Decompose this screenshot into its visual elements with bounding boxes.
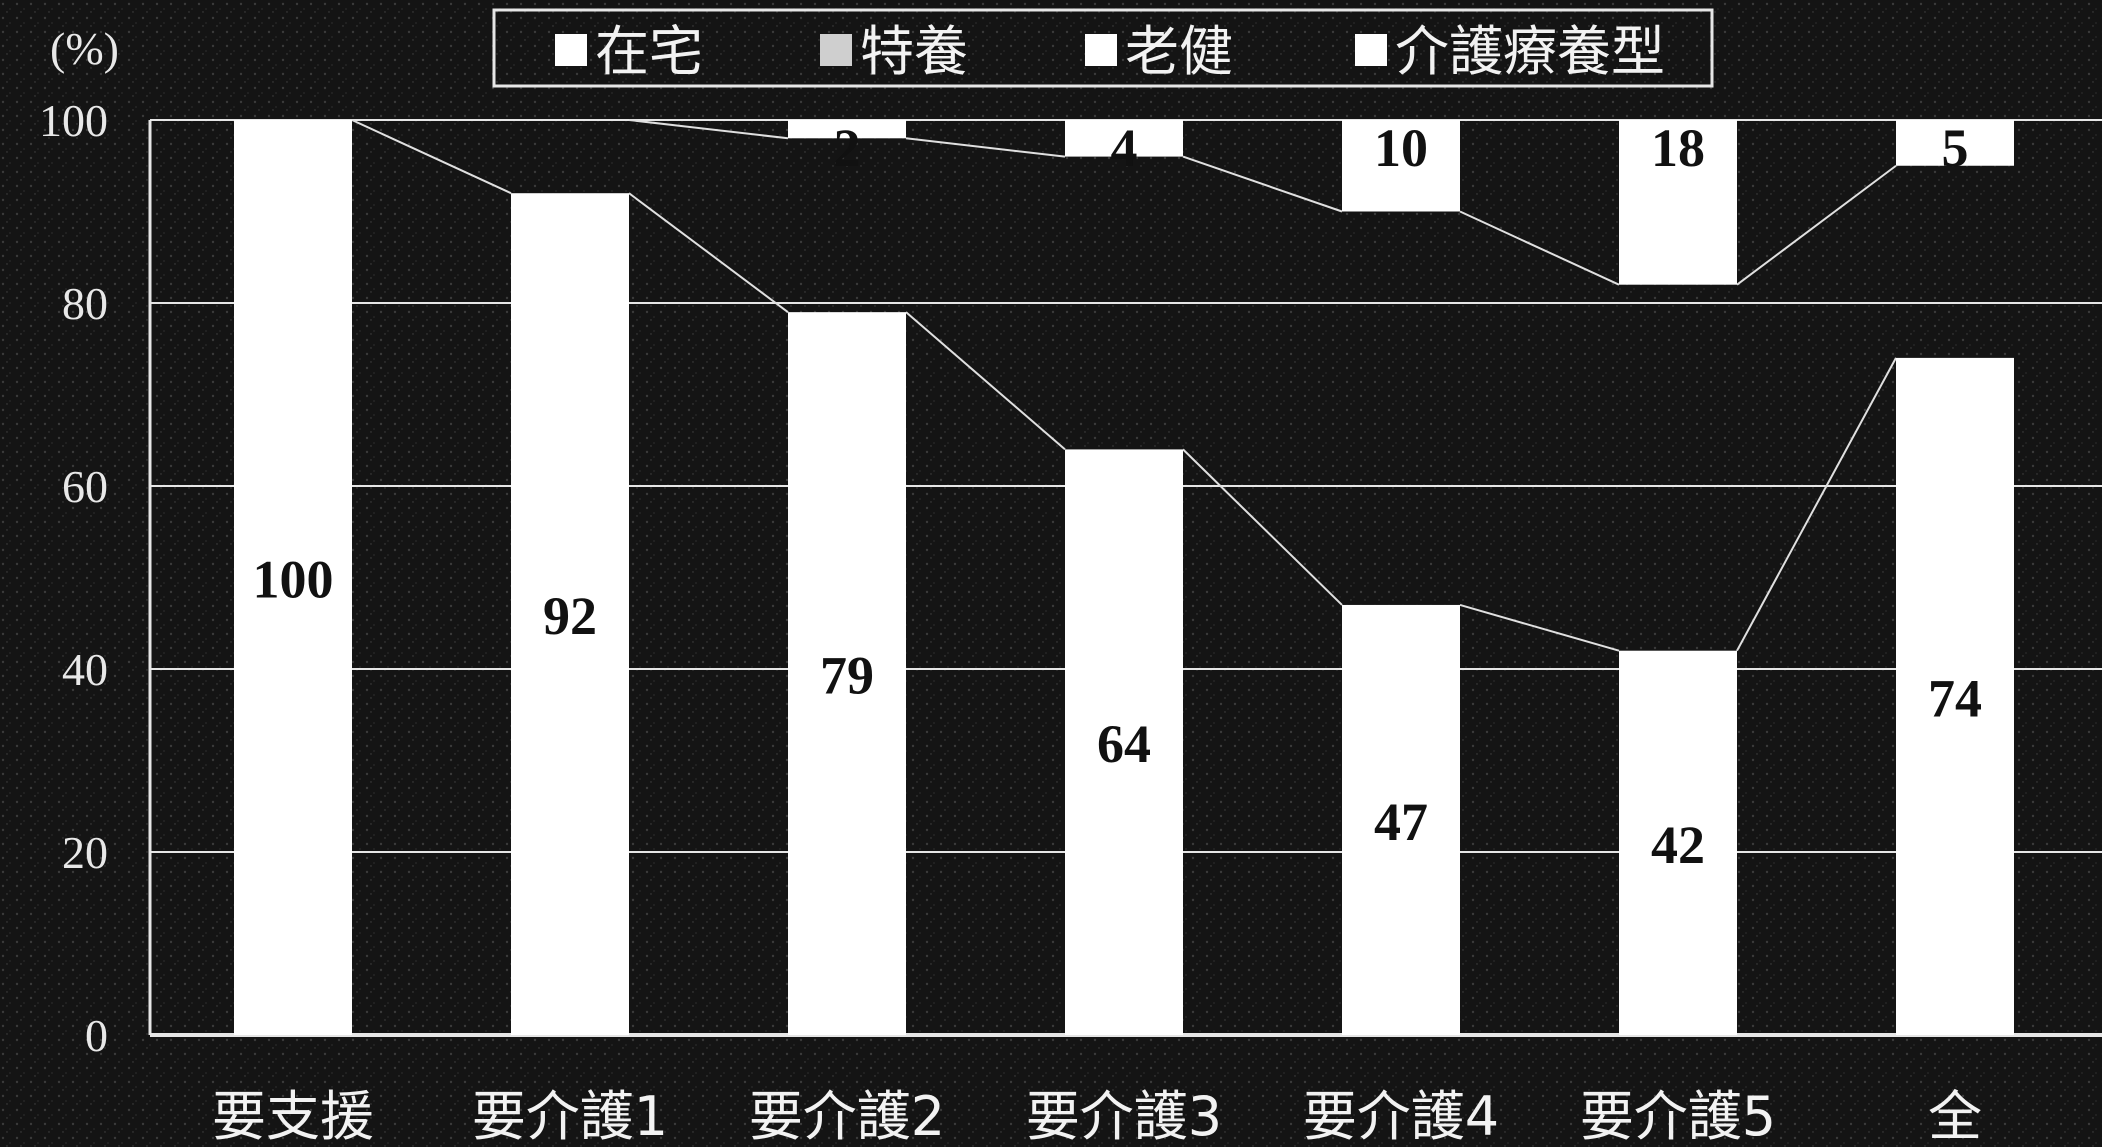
- legend-label-4: 介護療養型: [1395, 20, 1665, 83]
- connector-top-line-5: [1459, 210, 1620, 286]
- legend-swatch-2: [820, 34, 852, 66]
- legend-label-2: 特養: [860, 20, 968, 83]
- legend-swatch-1: [555, 34, 587, 66]
- y-tick-label-20: 20: [62, 827, 108, 878]
- category-label-2: 要介護1: [472, 1085, 668, 1147]
- legend-box: [492, 8, 1714, 88]
- y-tick-label-40: 40: [62, 644, 108, 695]
- bar-7: [1896, 357, 2014, 1035]
- y-axis-ticks: 0 20 40 60 80 100: [39, 95, 108, 1061]
- bar-value-label-5: 47: [1374, 792, 1428, 852]
- bars: 100 92 79 2 64 4 47 10 42 18 74 5: [234, 118, 2014, 1035]
- top-segment-label-6: 18: [1651, 118, 1705, 178]
- legend-item-1: 在宅: [555, 20, 703, 83]
- connector-line-2: [628, 192, 789, 313]
- top-segment-label-5: 10: [1374, 118, 1428, 178]
- connector-line-1: [351, 119, 512, 195]
- top-segment-label-4: 4: [1111, 118, 1138, 178]
- y-tick-label-80: 80: [62, 278, 108, 329]
- bar-value-label-7: 74: [1928, 668, 1982, 728]
- legend-item-4: 介護療養型: [1355, 20, 1665, 83]
- connector-line-6: [1736, 357, 1897, 652]
- connector-top-line-2: [628, 119, 789, 140]
- legend-item-3: 老健: [1085, 20, 1233, 83]
- bar-2: [511, 193, 629, 1035]
- category-label-3: 要介護2: [749, 1085, 945, 1147]
- legend-label-1: 在宅: [595, 20, 703, 83]
- bar-value-label-4: 64: [1097, 714, 1151, 774]
- connector-top-line-6: [1736, 164, 1897, 286]
- bar-1: [234, 120, 352, 1035]
- legend-swatch-4: [1355, 34, 1387, 66]
- category-label-1: 要支援: [212, 1085, 374, 1147]
- bar-4: [1065, 449, 1183, 1035]
- y-tick-label-60: 60: [62, 461, 108, 512]
- bar-value-label-2: 92: [543, 586, 597, 646]
- category-label-6: 要介護5: [1580, 1085, 1776, 1147]
- category-label-4: 要介護3: [1026, 1085, 1222, 1147]
- bar-5: [1342, 604, 1460, 1035]
- connector-top-line-4: [1182, 155, 1343, 213]
- top-segment-7: [1896, 120, 2014, 166]
- top-segment-label-3: 2: [834, 118, 861, 178]
- y-tick-label-0: 0: [85, 1010, 108, 1061]
- y-axis-unit-label: (%): [50, 23, 119, 74]
- bar-value-label-1: 100: [253, 550, 334, 610]
- top-segment-6: [1619, 120, 1737, 285]
- connector-line-5: [1459, 603, 1620, 652]
- connector-top-line-3: [905, 137, 1066, 158]
- legend-swatch-3: [1085, 34, 1117, 66]
- top-segment-label-7: 5: [1942, 118, 1969, 178]
- legend-item-2: 特養: [820, 20, 968, 83]
- bar-3: [788, 312, 906, 1035]
- top-segment-5: [1342, 120, 1460, 212]
- connector-line-4: [1182, 448, 1343, 606]
- legend: 在宅 特養 老健 介護療養型: [492, 8, 1714, 88]
- x-axis-labels: 要支援 要介護1 要介護2 要介護3 要介護4 要介護5 全: [212, 1085, 1982, 1147]
- legend-label-3: 老健: [1125, 20, 1233, 83]
- top-segment-3: [788, 120, 906, 139]
- category-label-7: 全: [1928, 1085, 1982, 1147]
- top-segment-4: [1065, 120, 1183, 157]
- bar-value-label-6: 42: [1651, 815, 1705, 875]
- y-tick-label-100: 100: [39, 95, 108, 146]
- category-label-5: 要介護4: [1303, 1085, 1499, 1147]
- connector-lines: [351, 119, 1897, 652]
- connector-line-3: [905, 311, 1066, 451]
- bar-value-label-3: 79: [820, 646, 874, 706]
- bar-6: [1619, 650, 1737, 1035]
